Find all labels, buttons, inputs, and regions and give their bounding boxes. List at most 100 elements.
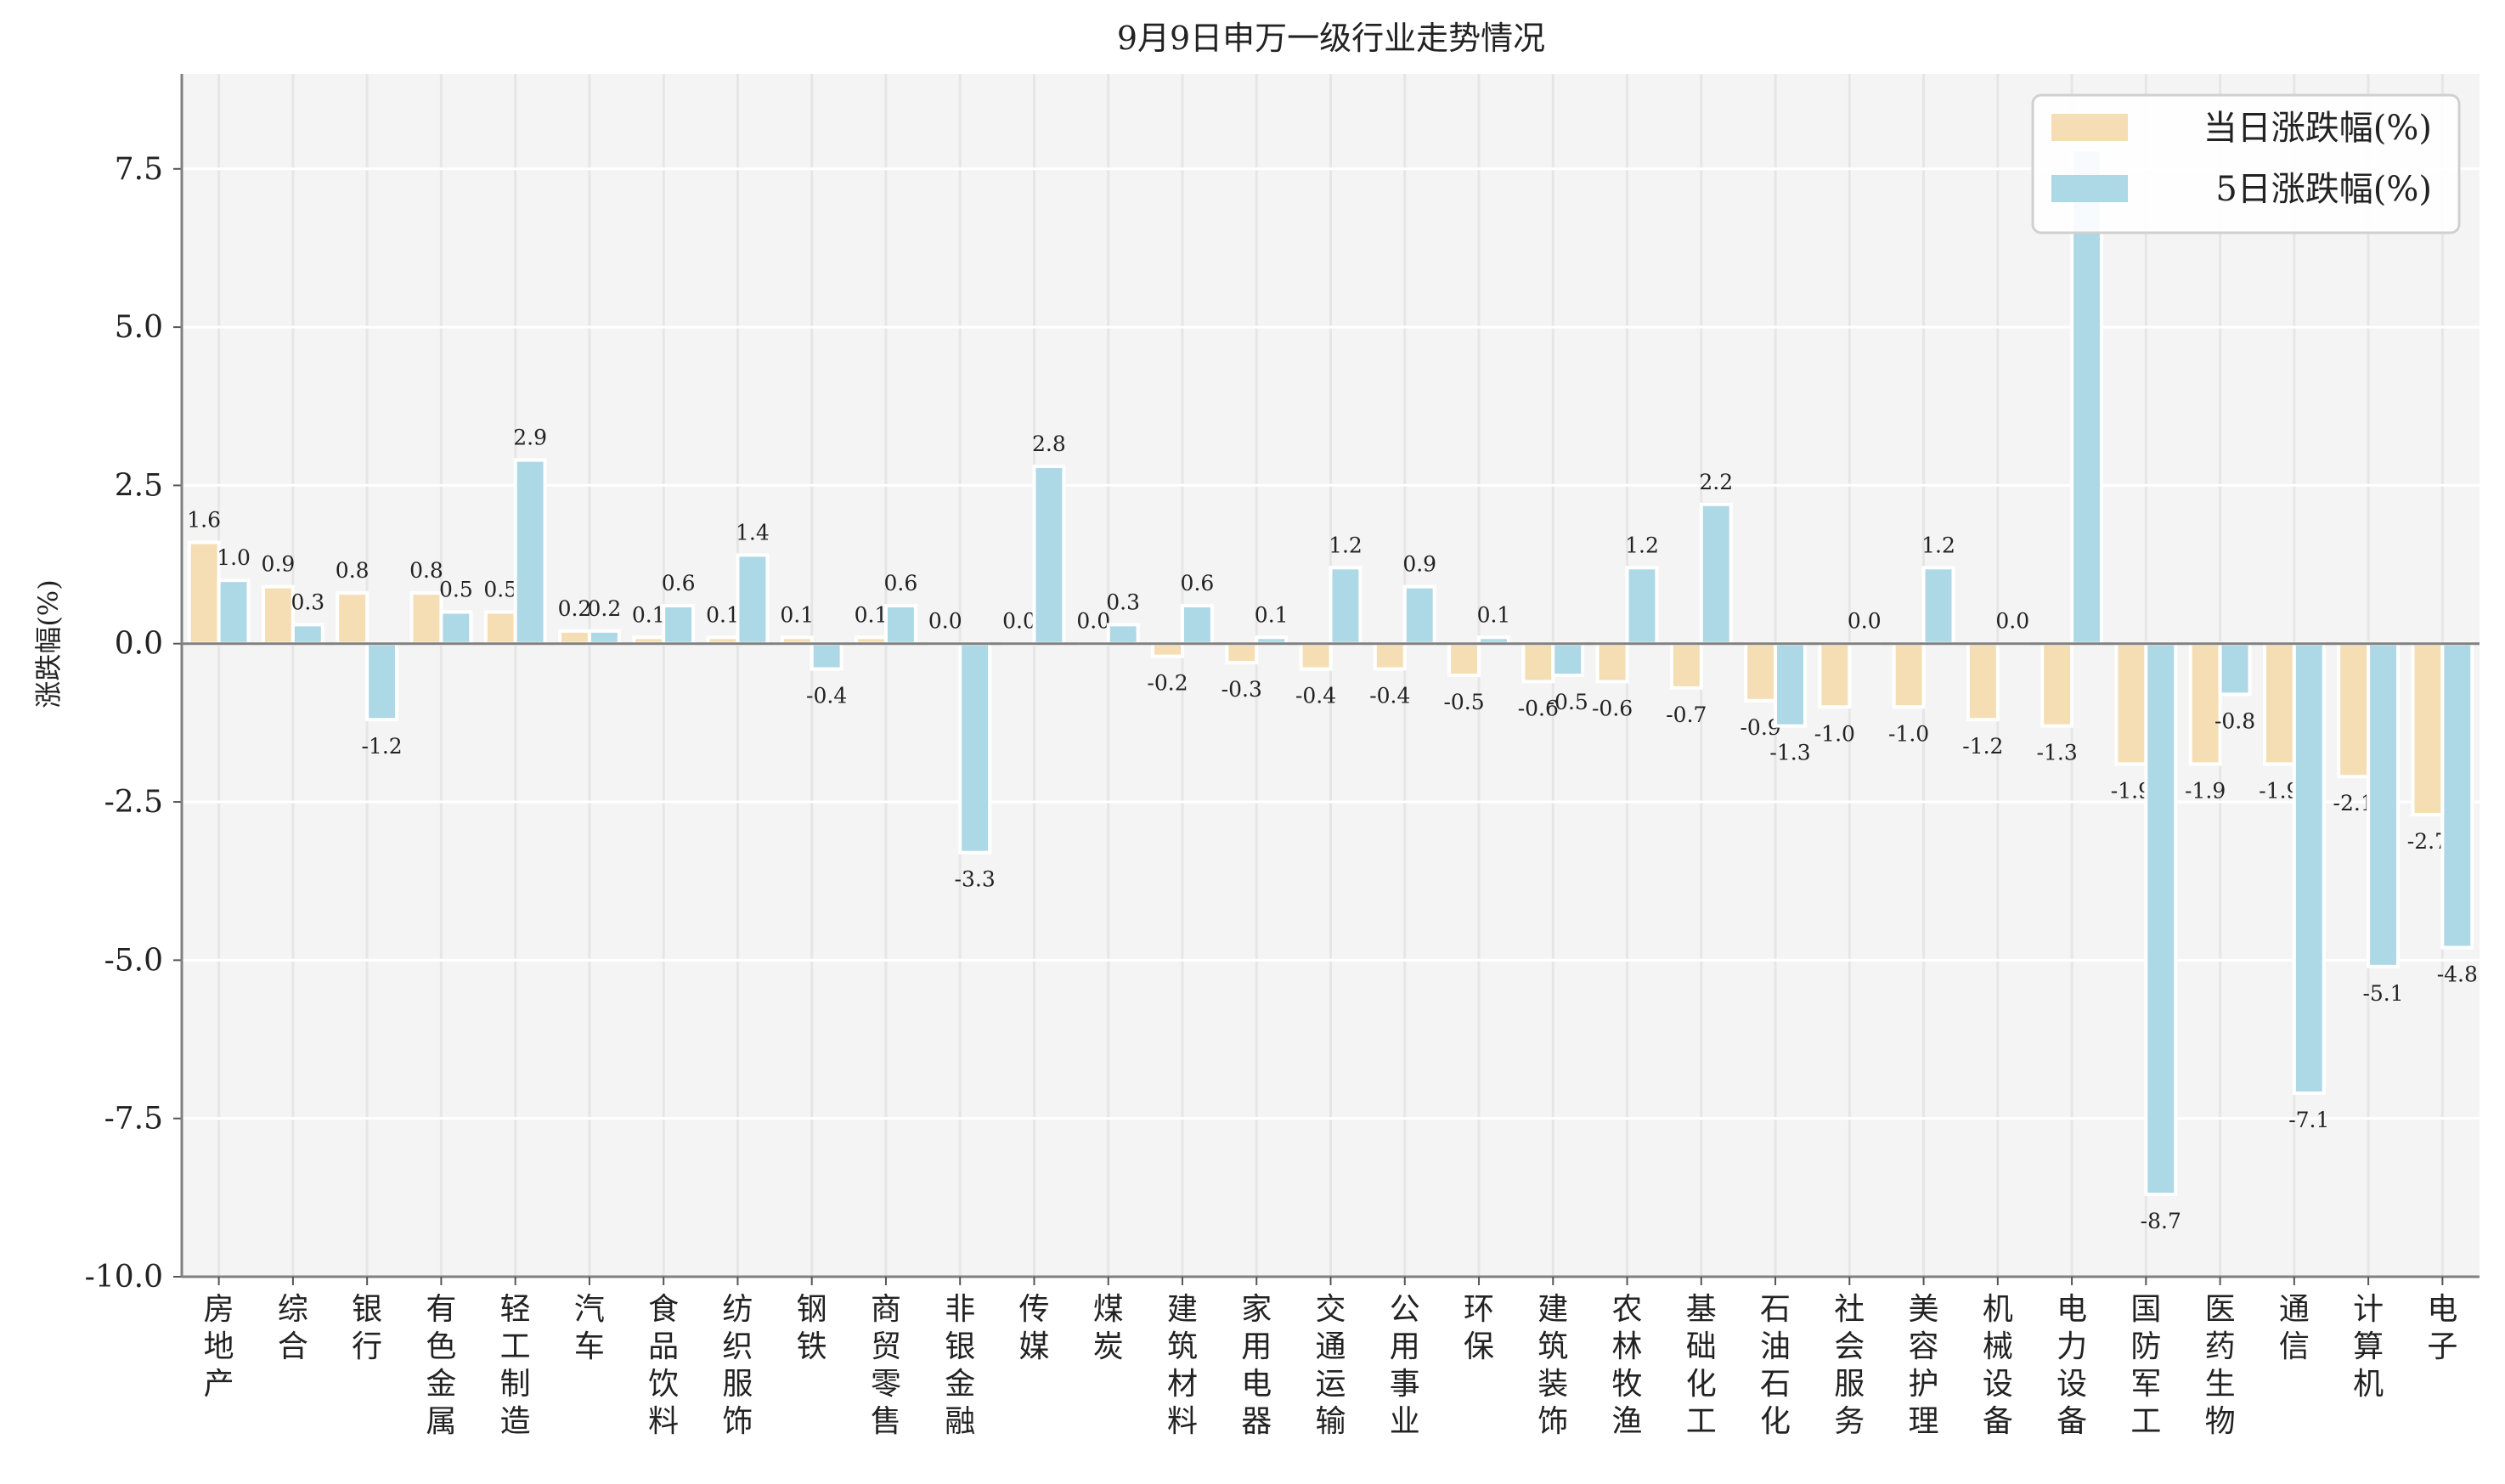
bar-5day	[958, 641, 992, 855]
y-tick-label: -2.5	[104, 785, 163, 820]
x-tick-label: 基础化工	[1686, 1292, 1717, 1439]
bar-daily	[1966, 641, 2000, 722]
data-label: -0.5	[1443, 690, 1484, 714]
data-label: -3.3	[955, 867, 996, 892]
data-label: 1.6	[187, 507, 221, 532]
data-label: 1.2	[1921, 533, 1955, 557]
bar-5day	[439, 610, 473, 646]
y-tick-label: -5.0	[104, 943, 163, 978]
legend	[2031, 93, 2461, 234]
data-label: -1.9	[2185, 778, 2226, 803]
data-label: -0.5	[1548, 690, 1588, 714]
y-tick-label: 0.0	[115, 627, 163, 662]
bar-daily	[2188, 641, 2222, 766]
data-label: -1.2	[1962, 734, 2003, 759]
data-label: -8.7	[2141, 1209, 2181, 1233]
bar-daily	[1373, 641, 1407, 671]
bar-daily	[1595, 641, 1629, 684]
data-label: 0.6	[884, 571, 918, 595]
data-label: -0.8	[2214, 708, 2255, 733]
bar-daily	[1892, 641, 1926, 709]
bar-daily	[1818, 641, 1852, 709]
x-tick-label: 建筑装饰	[1537, 1292, 1568, 1439]
x-tick-label: 医药生物	[2205, 1292, 2236, 1439]
bar-daily	[187, 540, 221, 646]
bar-5day	[513, 458, 547, 646]
data-label: 0.5	[483, 577, 517, 601]
data-label: -0.2	[1147, 671, 1188, 696]
x-tick-label: 房地产	[204, 1292, 234, 1402]
data-label: -0.4	[1369, 684, 1410, 708]
bar-5day	[883, 604, 917, 646]
x-tick-label: 社会服务	[1834, 1292, 1865, 1439]
data-label: 0.2	[558, 596, 592, 621]
y-axis-label: 涨跌幅(%)	[32, 579, 65, 708]
data-label: 0.3	[1106, 590, 1140, 614]
bar-5day	[1032, 465, 1066, 646]
data-label: 0.1	[1255, 602, 1289, 627]
bar-daily	[558, 629, 591, 646]
x-tick-label: 国防军工	[2130, 1292, 2161, 1439]
bar-5day	[736, 553, 770, 646]
bar-5day	[1402, 584, 1436, 646]
data-label: 0.1	[1477, 602, 1511, 627]
data-label: 0.1	[706, 602, 740, 627]
x-tick-label: 环保	[1464, 1292, 1494, 1364]
x-tick-label: 非银金融	[945, 1292, 975, 1439]
bar-daily	[2114, 641, 2148, 766]
legend-swatch	[2051, 114, 2128, 141]
x-tick-label: 交通运输	[1315, 1292, 1346, 1439]
legend-swatch	[2051, 175, 2128, 202]
data-label: 0.0	[1995, 609, 2029, 634]
data-label: -0.7	[1666, 703, 1707, 727]
bar-5day	[587, 629, 621, 646]
data-label: 0.2	[587, 596, 621, 621]
bar-daily	[483, 610, 517, 646]
data-label: 0.5	[439, 577, 473, 601]
bar-daily	[1299, 641, 1333, 671]
data-label: 0.1	[780, 602, 814, 627]
x-tick-label: 电子	[2427, 1292, 2457, 1364]
bar-5day	[2440, 641, 2474, 950]
bar-5day	[1180, 604, 1214, 646]
data-label: 2.9	[513, 426, 547, 450]
data-label: 0.8	[336, 558, 370, 583]
data-label: 0.6	[1181, 571, 1215, 595]
bar-daily	[1225, 641, 1259, 665]
data-label: 0.3	[291, 590, 324, 614]
legend-label: 当日涨跌幅(%)	[2203, 109, 2432, 148]
bar-daily	[1447, 641, 1481, 677]
x-tick-label: 家用电器	[1241, 1292, 1272, 1439]
bar-5day	[1699, 502, 1733, 646]
x-tick-label: 煤炭	[1093, 1292, 1124, 1364]
bar-5day	[1921, 566, 1955, 646]
bar-5day	[1774, 641, 1807, 728]
y-tick-label: 2.5	[115, 468, 163, 503]
bar-5day	[2367, 641, 2401, 968]
x-tick-label: 商贸零售	[871, 1292, 901, 1439]
x-tick-label: 公用事业	[1390, 1292, 1420, 1439]
data-label: 0.0	[1076, 609, 1110, 634]
y-tick-label: -10.0	[85, 1260, 163, 1295]
bar-daily	[2411, 641, 2445, 816]
bar-5day	[291, 623, 324, 646]
bar-daily	[2262, 641, 2296, 766]
x-tick-label: 轻工制造	[500, 1292, 531, 1439]
data-label: -0.4	[1295, 684, 1336, 708]
x-tick-label: 机械设备	[1983, 1292, 2013, 1439]
data-label: 0.1	[855, 602, 889, 627]
data-label: 2.2	[1699, 470, 1733, 494]
data-label: -0.3	[1221, 677, 1262, 702]
data-label: 0.1	[632, 602, 666, 627]
x-tick-label: 通信	[2279, 1292, 2310, 1364]
x-tick-label: 有色金属	[426, 1292, 456, 1439]
data-label: 2.8	[1032, 432, 1066, 456]
data-label: -1.2	[361, 734, 402, 759]
x-tick-label: 建筑材料	[1167, 1292, 1198, 1439]
y-tick-label: -7.5	[104, 1102, 163, 1137]
data-label: 0.0	[1002, 609, 1036, 634]
y-tick-label: 7.5	[115, 152, 163, 187]
bar-daily	[2040, 641, 2074, 728]
y-tick-label: 5.0	[115, 310, 163, 345]
bar-daily	[1521, 641, 1555, 684]
